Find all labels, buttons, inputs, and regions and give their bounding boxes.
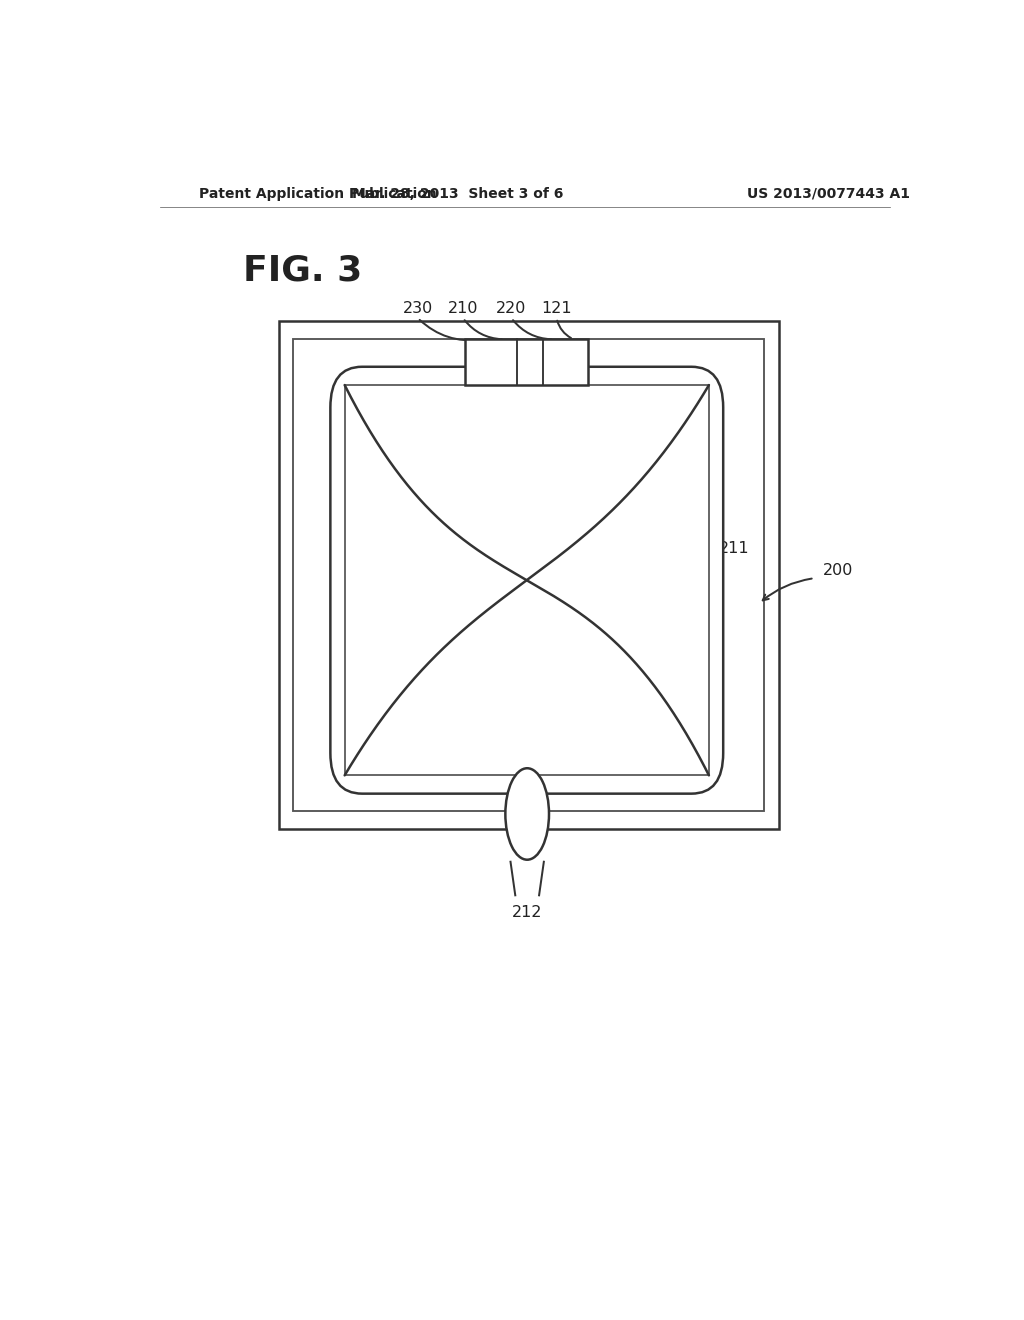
Text: Mar. 28, 2013  Sheet 3 of 6: Mar. 28, 2013 Sheet 3 of 6 <box>351 187 563 201</box>
FancyBboxPatch shape <box>331 367 723 793</box>
Text: 210: 210 <box>447 301 478 315</box>
Text: 220: 220 <box>496 301 526 315</box>
Text: 200: 200 <box>822 562 853 578</box>
Text: Patent Application Publication: Patent Application Publication <box>200 187 437 201</box>
Ellipse shape <box>506 768 549 859</box>
Text: 212: 212 <box>512 906 543 920</box>
Bar <box>465 339 588 385</box>
Bar <box>279 321 779 829</box>
Text: 211: 211 <box>719 541 750 556</box>
Text: 121: 121 <box>542 301 571 315</box>
Bar <box>345 385 709 775</box>
Text: US 2013/0077443 A1: US 2013/0077443 A1 <box>748 187 910 201</box>
Bar <box>293 339 765 810</box>
Text: 230: 230 <box>402 301 433 315</box>
Text: FIG. 3: FIG. 3 <box>243 253 362 288</box>
